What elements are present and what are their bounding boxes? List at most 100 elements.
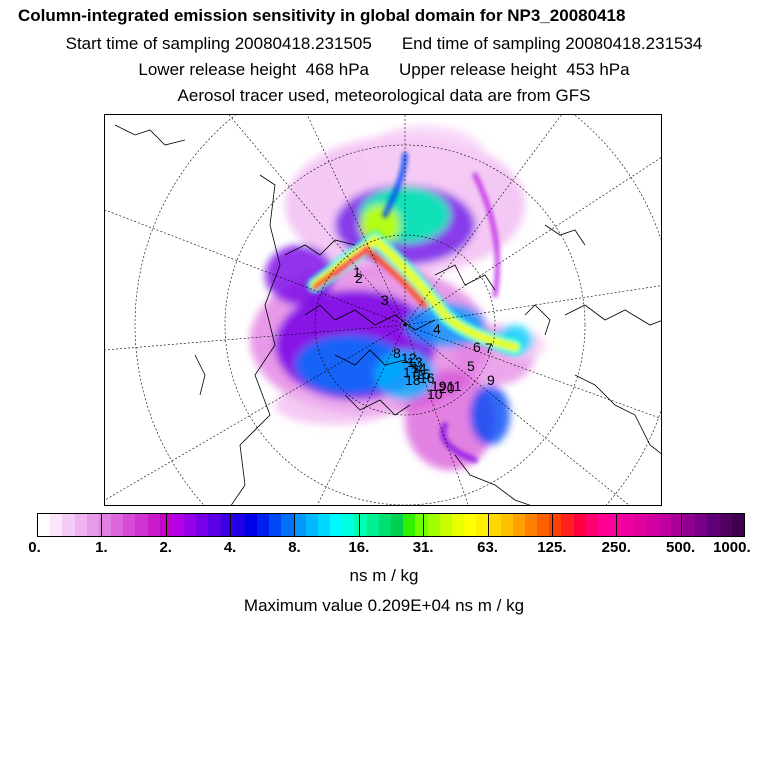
maximum-value: Maximum value 0.209E+04 ns m / kg [243,596,525,615]
colorbar-segment [135,514,148,536]
colorbar-segment [208,514,221,536]
colorbar-segment [62,514,75,536]
trajectory-label: 7 [485,340,493,356]
sensitivity-field [250,125,545,470]
trajectory-label: 15 [415,366,431,382]
colorbar-segment [220,514,233,536]
colorbar-segment [330,514,343,536]
trajectory-label: 2 [355,270,363,286]
colorbar-segment [597,514,611,536]
colorbar-units: ns m / kg [349,566,419,585]
map-canvas: 1 2 3 4 5 6 7 8 9 10 11 12 13 14 15 16 1… [105,115,661,505]
colorbar-segment [171,514,185,536]
colorbar-tick-label: 31. [412,539,434,556]
colorbar-divider [294,513,296,537]
colorbar-divider [423,513,425,537]
colorbar-segment [561,514,574,536]
colorbar-segment [622,514,635,536]
colorbar-segment [585,514,598,536]
end-time: End time of sampling 20080418.231534 [401,34,703,53]
sampling-times: Start time of sampling 20080418.231505 En… [0,34,768,54]
trajectory-label: 16 [419,370,435,386]
colorbar-tick-label: 4. [223,539,237,556]
colorbar-segment [488,514,501,536]
colorbar-segment [683,514,696,536]
colorbar-divider [358,513,360,537]
colorbar-segment [74,514,87,536]
start-time: Start time of sampling 20080418.231505 [65,34,372,53]
colorbar-divider [165,513,167,537]
colorbar-segment [257,514,270,536]
colorbar-segment [731,514,744,536]
trajectory-label: 6 [473,339,481,355]
colorbar-segment [38,514,51,536]
colorbar-segment [317,514,331,536]
colorbar-segment [244,514,258,536]
colorbar-segment [281,514,294,536]
trajectory-label: 8 [393,345,401,361]
colorbar-segment [415,514,428,536]
colorbar-segment [390,514,404,536]
colorbar-segment [403,514,416,536]
colorbar-segment [695,514,708,536]
colorbar-segment [476,514,489,536]
trajectory-labels: 1 2 3 4 5 6 7 8 9 10 11 12 13 14 15 16 1… [353,264,495,402]
trajectory-label: 5 [467,358,475,374]
colorbar-tick-label: 250. [601,539,631,556]
lower-release-height: Lower release height 468 hPa [138,60,369,79]
colorbar-segment [269,514,282,536]
upper-release-height: Upper release height 453 hPa [399,60,630,79]
colorbar-segment [524,514,538,536]
graticule [105,115,661,505]
colorbar-segment [342,514,355,536]
trajectory-label: 20 [439,380,455,396]
colorbar-segment [610,514,623,536]
tracer-info: Aerosol tracer used, meteorological data… [177,86,591,105]
colorbar-segment [305,514,318,536]
colorbar-segment [184,514,197,536]
trajectory-label: 19 [431,378,447,394]
colorbar-tick-label: 2. [159,539,172,556]
colorbar-segment [573,514,586,536]
colorbar-segment [427,514,440,536]
colorbar-tick-label: 8. [288,539,301,556]
colorbar-segment [366,514,379,536]
colorbar-tick-label: 0. [28,539,41,556]
colorbar-segment [634,514,647,536]
trajectory-label: 3 [381,292,389,308]
colorbar-tick-label: 1. [95,539,108,556]
colorbar-segment [123,514,136,536]
colorbar-divider [616,513,618,537]
colorbar-segment [670,514,684,536]
colorbar-segment [719,514,732,536]
trajectory-label: 18 [405,372,421,388]
colorbar-segment [707,514,720,536]
colorbar-segment [50,514,63,536]
colorbar-segment [378,514,391,536]
colorbar-segment [537,514,550,536]
colorbar-segment [646,514,659,536]
sensitivity-map: 1 2 3 4 5 6 7 8 9 10 11 12 13 14 15 16 1… [104,114,662,506]
colorbar-segment [196,514,209,536]
colorbar-segment [147,514,160,536]
colorbar-divider [680,513,682,537]
colorbar-tick-label: 1000. [713,539,751,556]
coastlines [114,124,661,505]
trajectory-label: 12 [401,350,417,366]
colorbar-tick-label: 500. [666,539,696,556]
colorbar-divider [551,513,553,537]
colorbar-divider [101,513,103,537]
trajectory-label: 4 [433,321,441,337]
colorbar-divider [487,513,489,537]
trajectory-label: 1 [353,264,361,280]
colorbar-segment [111,514,124,536]
trajectory-label: 9 [487,372,495,388]
colorbar-tick-label: 63. [477,539,498,556]
colorbar-segment [354,514,367,536]
colorbar-segment [500,514,513,536]
colorbar-segment [512,514,525,536]
colorbar-segment [439,514,452,536]
colorbar-segment [232,514,245,536]
colorbar-segment [293,514,306,536]
colorbar-segment [86,514,99,536]
